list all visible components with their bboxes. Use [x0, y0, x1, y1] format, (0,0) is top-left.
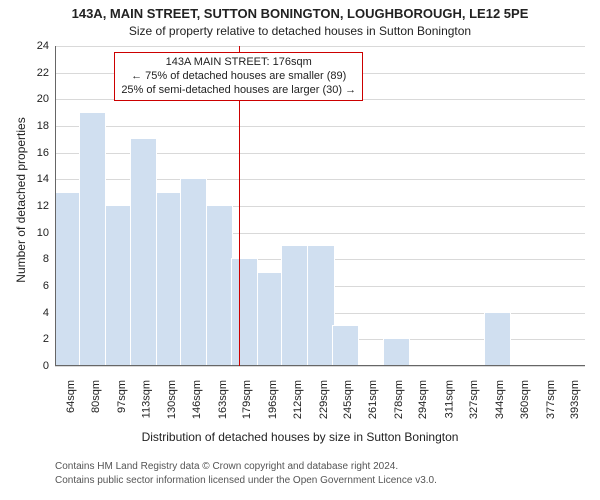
x-tick-label: 311sqm — [444, 380, 456, 418]
annotation-line1: 143A MAIN STREET: 176sqm — [121, 56, 356, 70]
x-axis-label: Distribution of detached houses by size … — [0, 430, 600, 444]
histogram-bar — [257, 272, 284, 366]
gridline — [55, 46, 585, 47]
x-tick-label: 179sqm — [241, 380, 253, 419]
x-tick-label: 294sqm — [418, 380, 430, 419]
histogram-bar — [307, 245, 334, 366]
annotation-box: 143A MAIN STREET: 176sqm ← 75% of detach… — [114, 52, 363, 101]
chart-subtitle: Size of property relative to detached ho… — [0, 24, 600, 38]
annotation-line3: 25% of semi-detached houses are larger (… — [121, 84, 356, 98]
chart-container: { "title": "143A, MAIN STREET, SUTTON BO… — [0, 0, 600, 500]
histogram-bar — [105, 205, 132, 366]
y-tick-label: 2 — [27, 333, 49, 345]
x-tick-label: 393sqm — [569, 380, 581, 419]
histogram-bar — [156, 192, 183, 366]
x-tick-label: 245sqm — [343, 380, 355, 419]
footer-line1: Contains HM Land Registry data © Crown c… — [55, 460, 600, 474]
histogram-bar — [231, 258, 258, 366]
x-tick-label: 80sqm — [90, 380, 102, 413]
y-tick-label: 8 — [27, 253, 49, 265]
x-tick-label: 229sqm — [318, 380, 330, 419]
chart-title: 143A, MAIN STREET, SUTTON BONINGTON, LOU… — [0, 6, 600, 21]
x-tick-label: 344sqm — [494, 380, 506, 419]
y-tick-label: 0 — [27, 360, 49, 372]
x-tick-label: 360sqm — [519, 380, 531, 419]
x-tick-label: 196sqm — [267, 380, 279, 419]
histogram-bar — [281, 245, 308, 366]
y-axis-line — [55, 46, 56, 366]
x-tick-label: 146sqm — [191, 380, 203, 419]
annotation-line2: ← 75% of detached houses are smaller (89… — [121, 70, 356, 84]
y-tick-label: 10 — [27, 227, 49, 239]
x-tick-label: 163sqm — [217, 380, 229, 419]
x-tick-label: 64sqm — [65, 380, 77, 413]
x-tick-label: 113sqm — [140, 380, 152, 418]
gridline — [55, 126, 585, 127]
x-tick-label: 327sqm — [468, 380, 480, 419]
histogram-bar — [130, 138, 157, 366]
y-tick-label: 6 — [27, 280, 49, 292]
footer-line2: Contains public sector information licen… — [55, 474, 600, 488]
gridline — [55, 366, 585, 367]
y-tick-label: 24 — [27, 40, 49, 52]
y-tick-label: 12 — [27, 200, 49, 212]
y-tick-label: 14 — [27, 173, 49, 185]
histogram-bar — [484, 312, 511, 366]
x-tick-label: 261sqm — [367, 380, 379, 419]
y-axis-label: Number of detached properties — [14, 40, 28, 360]
histogram-bar — [206, 205, 233, 366]
histogram-bar — [180, 178, 207, 366]
histogram-bar — [332, 325, 359, 366]
x-tick-label: 97sqm — [116, 380, 128, 413]
x-tick-label: 377sqm — [545, 380, 557, 419]
footer-text: Contains HM Land Registry data © Crown c… — [55, 460, 600, 487]
x-tick-label: 278sqm — [393, 380, 405, 419]
histogram-bar — [55, 192, 82, 366]
x-tick-label: 130sqm — [166, 380, 178, 419]
y-tick-label: 22 — [27, 67, 49, 79]
x-tick-label: 212sqm — [292, 380, 304, 419]
x-axis-line — [55, 365, 585, 366]
histogram-bar — [383, 338, 410, 366]
histogram-bar — [79, 112, 106, 366]
y-tick-label: 20 — [27, 93, 49, 105]
y-tick-label: 16 — [27, 147, 49, 159]
y-tick-label: 4 — [27, 307, 49, 319]
y-tick-label: 18 — [27, 120, 49, 132]
